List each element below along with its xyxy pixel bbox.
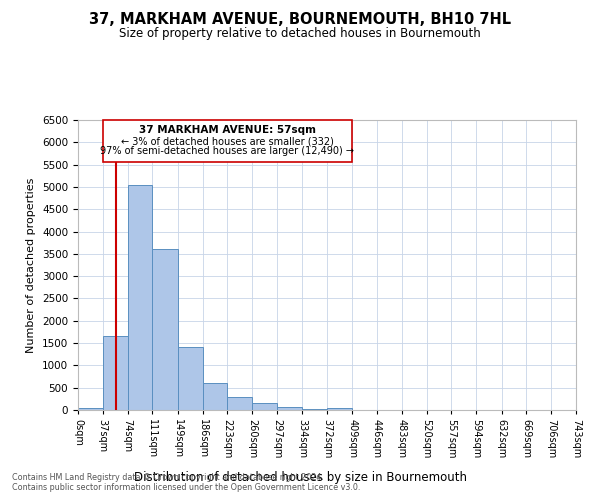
Bar	[277, 407, 302, 410]
Text: 97% of semi-detached houses are larger (12,490) →: 97% of semi-detached houses are larger (…	[100, 146, 355, 156]
Bar	[328, 408, 352, 410]
Bar	[178, 346, 203, 410]
Bar	[302, 408, 328, 410]
Bar	[227, 396, 252, 410]
Text: Contains HM Land Registry data © Crown copyright and database right 2024.
Contai: Contains HM Land Registry data © Crown c…	[12, 473, 361, 492]
Bar	[252, 404, 277, 410]
Bar	[128, 184, 152, 410]
Bar	[78, 408, 103, 410]
Text: ← 3% of detached houses are smaller (332): ← 3% of detached houses are smaller (332…	[121, 136, 334, 146]
Bar	[103, 336, 128, 410]
Y-axis label: Number of detached properties: Number of detached properties	[26, 178, 37, 352]
Text: 37 MARKHAM AVENUE: 57sqm: 37 MARKHAM AVENUE: 57sqm	[139, 126, 316, 136]
Bar	[152, 250, 178, 410]
Bar	[203, 383, 227, 410]
FancyBboxPatch shape	[103, 120, 352, 162]
Text: Distribution of detached houses by size in Bournemouth: Distribution of detached houses by size …	[133, 471, 467, 484]
Text: Size of property relative to detached houses in Bournemouth: Size of property relative to detached ho…	[119, 28, 481, 40]
Text: 37, MARKHAM AVENUE, BOURNEMOUTH, BH10 7HL: 37, MARKHAM AVENUE, BOURNEMOUTH, BH10 7H…	[89, 12, 511, 28]
